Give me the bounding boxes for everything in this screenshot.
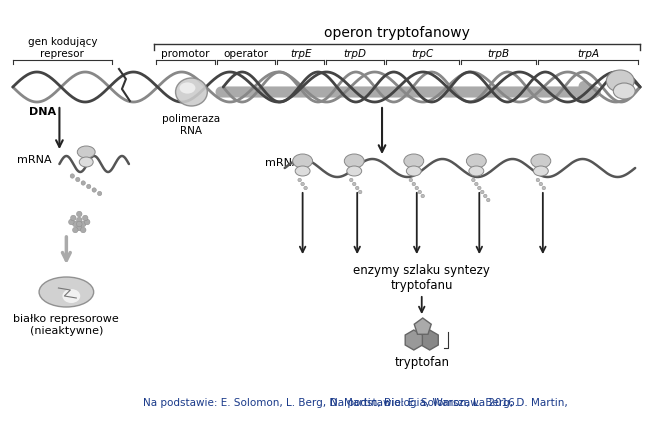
Circle shape: [352, 182, 356, 186]
Ellipse shape: [77, 146, 95, 158]
Text: operator: operator: [224, 49, 268, 59]
Circle shape: [81, 181, 85, 185]
Text: mRNA: mRNA: [17, 155, 51, 165]
Text: trpA: trpA: [577, 49, 599, 59]
Circle shape: [75, 177, 80, 182]
Circle shape: [487, 198, 490, 202]
Text: trpE: trpE: [290, 49, 312, 59]
Ellipse shape: [406, 166, 421, 176]
Circle shape: [81, 227, 86, 233]
Ellipse shape: [39, 277, 94, 307]
Circle shape: [418, 190, 422, 194]
Polygon shape: [414, 318, 431, 334]
Ellipse shape: [62, 289, 80, 303]
Ellipse shape: [344, 154, 364, 168]
Circle shape: [350, 178, 353, 182]
Text: DNA: DNA: [29, 107, 56, 117]
Ellipse shape: [606, 70, 634, 92]
Text: trpD: trpD: [344, 49, 367, 59]
Circle shape: [77, 225, 82, 231]
Circle shape: [70, 174, 75, 178]
Circle shape: [536, 178, 540, 182]
Ellipse shape: [613, 83, 635, 99]
Circle shape: [478, 186, 481, 190]
Circle shape: [483, 194, 487, 198]
Circle shape: [83, 215, 88, 221]
Ellipse shape: [180, 82, 195, 94]
Circle shape: [304, 186, 308, 190]
Text: białko represorowe
(nieaktywne): białko represorowe (nieaktywne): [14, 314, 119, 335]
Circle shape: [415, 186, 419, 190]
Text: mRNA: mRNA: [265, 158, 300, 168]
Circle shape: [98, 191, 102, 196]
Text: trpC: trpC: [411, 49, 434, 59]
Circle shape: [358, 190, 362, 194]
Circle shape: [77, 217, 82, 223]
Ellipse shape: [295, 166, 310, 176]
Circle shape: [539, 182, 543, 186]
Polygon shape: [421, 330, 438, 350]
Ellipse shape: [176, 78, 207, 106]
Text: tryptofan: tryptofan: [394, 356, 449, 369]
Circle shape: [92, 188, 96, 192]
Circle shape: [85, 219, 90, 225]
Ellipse shape: [404, 154, 424, 168]
Circle shape: [472, 178, 475, 182]
Ellipse shape: [79, 157, 93, 167]
Text: enzymy szlaku syntezy
tryptofanu: enzymy szlaku syntezy tryptofanu: [354, 264, 490, 292]
Circle shape: [542, 186, 546, 190]
Circle shape: [356, 186, 359, 190]
Circle shape: [298, 178, 301, 182]
Circle shape: [69, 219, 74, 225]
Circle shape: [77, 221, 82, 227]
Circle shape: [73, 227, 78, 233]
Text: Na podstawie: E. Solomon, L. Berg, D. Martin, Biologia, Warszawa 2016.: Na podstawie: E. Solomon, L. Berg, D. Ma…: [143, 398, 518, 408]
Text: Na podstawie: E. Solomon, L. Berg, D. Martin,: Na podstawie: E. Solomon, L. Berg, D. Ma…: [331, 398, 571, 408]
Text: polimeraza
RNA: polimeraza RNA: [163, 114, 220, 135]
Circle shape: [73, 221, 78, 227]
Ellipse shape: [347, 166, 361, 176]
Circle shape: [409, 178, 413, 182]
Text: promotor: promotor: [161, 49, 210, 59]
Ellipse shape: [531, 154, 551, 168]
Circle shape: [81, 221, 86, 227]
Circle shape: [87, 184, 91, 189]
Circle shape: [71, 215, 76, 221]
Circle shape: [474, 182, 478, 186]
Polygon shape: [405, 330, 422, 350]
Ellipse shape: [293, 154, 312, 168]
Circle shape: [480, 190, 484, 194]
Ellipse shape: [466, 154, 486, 168]
Circle shape: [301, 182, 304, 186]
Circle shape: [412, 182, 416, 186]
Text: trpB: trpB: [487, 49, 510, 59]
Ellipse shape: [533, 166, 548, 176]
Text: gen kodujący
represor: gen kodujący represor: [28, 38, 97, 59]
Ellipse shape: [469, 166, 483, 176]
Circle shape: [421, 194, 424, 198]
Circle shape: [77, 211, 82, 217]
Text: operon tryptofanowy: operon tryptofanowy: [324, 26, 470, 40]
